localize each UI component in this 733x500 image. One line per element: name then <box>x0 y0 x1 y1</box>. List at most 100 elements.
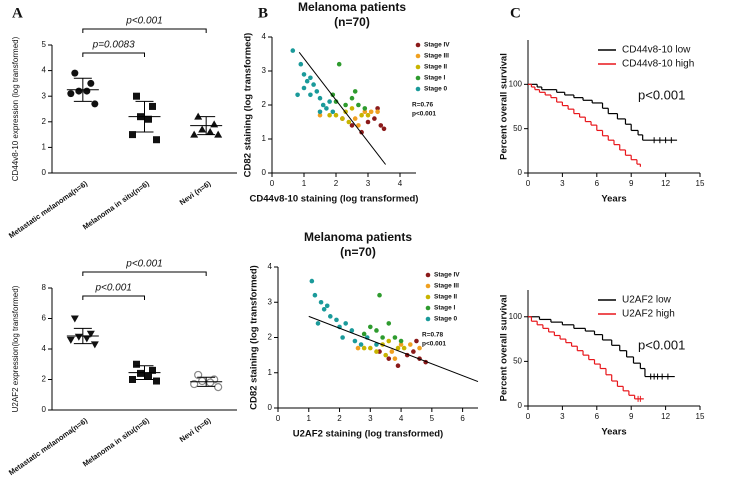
y-tick-label: 3 <box>262 66 267 75</box>
point <box>321 307 327 312</box>
y-tick-label: 2 <box>268 333 273 342</box>
point <box>304 78 310 84</box>
y-tick-label: 4 <box>268 262 273 271</box>
point <box>312 292 318 298</box>
y-axis-label: CD82 staining (log transformed) <box>243 33 254 178</box>
dot <box>149 366 156 374</box>
point <box>374 349 379 354</box>
point <box>362 109 368 115</box>
x-tick-label: 9 <box>629 412 634 421</box>
x-tick-label: 1 <box>302 179 307 188</box>
x-tick-label: Nevi (n=6) <box>178 416 213 444</box>
x-tick-label: 12 <box>661 179 670 188</box>
point <box>328 314 333 319</box>
point <box>315 321 321 326</box>
sd-bar <box>135 100 154 133</box>
legend-marker <box>425 294 431 300</box>
y-tick-label: 3 <box>42 91 47 100</box>
dot <box>74 333 83 341</box>
y-tick-label: 0 <box>42 168 47 177</box>
x-tick-label: 3 <box>560 179 565 188</box>
point <box>378 123 384 128</box>
y-axis-label: CD44v8-10 expression (log transformed) <box>11 36 20 181</box>
legend-marker <box>425 272 431 278</box>
legend-marker <box>425 305 431 311</box>
dot <box>133 92 140 100</box>
y-tick-label: 0 <box>518 401 523 410</box>
point <box>359 112 364 118</box>
legend-label: Stage I <box>434 305 456 312</box>
fit-line <box>298 51 386 165</box>
x-tick-label: Melanoma in situ(n=6) <box>81 179 151 232</box>
chart-subtitle: (n=70) <box>334 15 370 29</box>
legend-label: Stage II <box>434 294 457 301</box>
legend-label: U2AF2 low <box>622 295 672 306</box>
point <box>349 123 355 128</box>
dot <box>67 90 75 98</box>
x-tick-label: 12 <box>661 412 670 421</box>
x-tick-label: 9 <box>629 179 634 188</box>
x-tick-label: Metastatic melanoma(n=6) <box>7 179 90 241</box>
point <box>318 299 324 305</box>
y-tick-label: 100 <box>509 79 523 88</box>
x-tick-label: 3 <box>368 414 373 423</box>
stat-label: p<0.001 <box>412 111 436 118</box>
point <box>324 303 330 309</box>
point <box>327 99 332 104</box>
y-tick-label: 8 <box>42 283 47 292</box>
dot <box>149 102 156 110</box>
stat-label: R=0.76 <box>412 102 434 109</box>
point <box>343 102 348 108</box>
legend-label: CD44v8-10 high <box>622 59 694 70</box>
significance-label: p<0.001 <box>94 283 131 294</box>
y-tick-label: 2 <box>262 100 267 109</box>
x-axis-label: Years <box>601 194 626 205</box>
dot <box>198 125 207 133</box>
point <box>301 72 307 77</box>
x-axis-label: U2AF2 staining (log transformed) <box>293 429 443 440</box>
sd-bar <box>197 376 216 387</box>
point <box>301 85 307 91</box>
legend-label: U2AF2 high <box>622 309 675 320</box>
legend-label: CD44v8-10 low <box>622 45 691 56</box>
panel-label: C <box>510 5 521 21</box>
y-tick-label: 100 <box>509 312 523 321</box>
point <box>355 345 361 351</box>
point <box>375 109 380 115</box>
point <box>311 82 316 87</box>
x-tick-label: 0 <box>526 412 531 421</box>
y-tick-label: 4 <box>262 32 267 41</box>
dot <box>129 131 136 139</box>
dot <box>71 69 79 77</box>
point <box>395 345 401 351</box>
y-axis-label: Percent overall survival <box>499 53 510 160</box>
point <box>346 119 352 125</box>
x-tick-label: Metastatic melanoma(n=6) <box>7 416 90 478</box>
y-tick-label: 1 <box>42 143 47 152</box>
legend-marker <box>415 64 421 70</box>
point <box>352 116 358 121</box>
panel-label: B <box>258 5 268 21</box>
point <box>386 356 392 361</box>
point <box>349 95 355 101</box>
y-tick-label: 50 <box>513 356 522 365</box>
x-tick-label: Nevi (n=6) <box>178 179 213 207</box>
point <box>290 48 296 53</box>
y-tick-label: 0 <box>518 168 523 177</box>
y-tick-label: 5 <box>42 40 47 49</box>
point <box>414 338 419 344</box>
point <box>308 92 313 98</box>
point <box>298 61 304 67</box>
x-tick-label: 6 <box>595 412 600 421</box>
point <box>314 89 320 94</box>
y-tick-label: 1 <box>262 134 267 143</box>
x-axis-label: Years <box>601 427 626 438</box>
y-axis-label: CD82 staining (log transformed) <box>249 265 260 410</box>
y-tick-label: 50 <box>513 124 522 133</box>
point <box>380 335 385 340</box>
point <box>334 317 339 323</box>
stat-label: p<0.001 <box>422 341 446 348</box>
dot <box>190 379 199 389</box>
y-axis-label: Percent overall survival <box>499 295 510 402</box>
